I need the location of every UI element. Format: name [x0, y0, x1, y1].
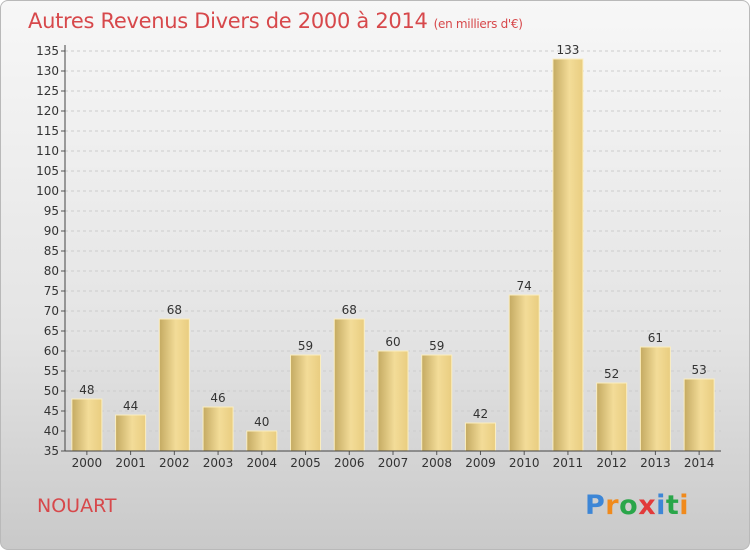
bar: [158, 318, 190, 452]
y-axis-ticks: 35 40 45 50 55 60 65 70 75 80 85 90 95 100 105 110 115 12…: [36, 44, 65, 458]
axes: [64, 45, 721, 452]
y-tick-label: 115: [36, 124, 59, 138]
logo-letter: i: [679, 490, 690, 521]
bar: [202, 406, 234, 452]
data-label: 59: [429, 339, 444, 353]
x-tick-label: 2001: [115, 456, 146, 470]
y-tick-label: 100: [36, 184, 59, 198]
x-tick-label: 2005: [290, 456, 321, 470]
data-label: 68: [167, 303, 182, 317]
x-tick-label: 2009: [465, 456, 496, 470]
x-tick-label: 2013: [640, 456, 671, 470]
y-tick-label: 105: [36, 164, 59, 178]
y-tick-label: 45: [44, 404, 59, 418]
chart-subtitle: (en milliers d'€): [433, 17, 523, 31]
x-tick-label: 2007: [378, 456, 409, 470]
bar: [333, 318, 365, 452]
x-tick-label: 2008: [421, 456, 452, 470]
bar: [377, 350, 409, 452]
x-tick-label: 2004: [247, 456, 278, 470]
bar: [464, 422, 496, 452]
commune-name: NOUART: [37, 495, 117, 517]
chart-title: Autres Revenus Divers de 2000 à 2014 (en …: [28, 9, 523, 33]
y-tick-label: 130: [36, 64, 59, 78]
logo-letter: i: [656, 490, 666, 521]
y-tick-label: 110: [36, 144, 59, 158]
y-tick-label: 95: [44, 204, 59, 218]
bar: [290, 354, 322, 452]
chart-title-text: Autres Revenus Divers de 2000 à 2014: [28, 9, 428, 33]
bar: [246, 430, 278, 452]
logo-letter: P: [585, 490, 606, 521]
logo-letter: o: [619, 490, 639, 521]
data-label: 46: [210, 391, 225, 405]
x-tick-label: 2010: [509, 456, 540, 470]
proxiti-logo[interactable]: Proxiti: [585, 490, 689, 521]
y-tick-label: 55: [44, 364, 59, 378]
logo-letter: r: [605, 490, 620, 521]
y-tick-label: 85: [44, 244, 59, 258]
y-tick-label: 120: [36, 104, 59, 118]
y-tick-label: 50: [44, 384, 59, 398]
data-label: 40: [254, 415, 269, 429]
bar: [115, 414, 147, 452]
x-tick-label: 2012: [596, 456, 627, 470]
x-tick-label: 2011: [553, 456, 584, 470]
x-tick-label: 2002: [159, 456, 190, 470]
logo-letter: x: [638, 490, 657, 521]
bar: [71, 398, 103, 452]
data-label: 52: [604, 367, 619, 381]
x-tick-label: 2000: [72, 456, 103, 470]
data-label: 61: [648, 331, 663, 345]
data-label: 68: [342, 303, 357, 317]
data-label: 53: [691, 363, 706, 377]
bar: [596, 382, 628, 452]
bar: [552, 58, 584, 452]
data-label: 59: [298, 339, 313, 353]
y-tick-label: 75: [44, 284, 59, 298]
y-tick-label: 35: [44, 444, 59, 458]
x-tick-label: 2003: [203, 456, 234, 470]
data-label: 60: [385, 335, 400, 349]
y-tick-label: 70: [44, 304, 59, 318]
y-tick-label: 80: [44, 264, 59, 278]
y-tick-label: 65: [44, 324, 59, 338]
data-label: 133: [556, 43, 579, 57]
data-label: 48: [79, 383, 94, 397]
data-label: 42: [473, 407, 488, 421]
data-label: 44: [123, 399, 138, 413]
bar: [683, 378, 715, 452]
bars: 48 44 68 46 40 59 68 60 59 42 74 133 52 61 53: [71, 43, 715, 452]
y-tick-label: 125: [36, 84, 59, 98]
data-label: 74: [517, 279, 532, 293]
bar: [421, 354, 453, 452]
x-tick-label: 2006: [334, 456, 365, 470]
y-tick-label: 60: [44, 344, 59, 358]
y-tick-label: 40: [44, 424, 59, 438]
x-axis-ticks: 2000 2001 2002 2003 2004 2005 2006 2007 2008 2009…: [72, 451, 715, 470]
logo-letter: t: [665, 490, 680, 521]
bar: [639, 346, 671, 452]
y-tick-label: 90: [44, 224, 59, 238]
bar: [508, 294, 540, 452]
x-tick-label: 2014: [684, 456, 715, 470]
y-tick-label: 135: [36, 44, 59, 58]
